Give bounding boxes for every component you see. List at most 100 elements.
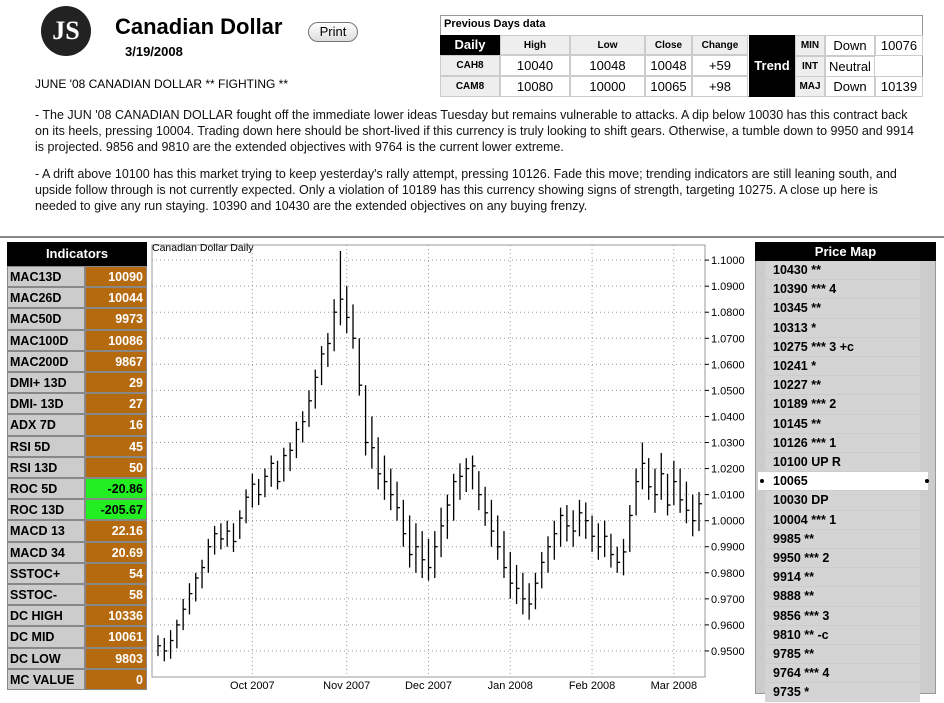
trend-cell: 10076 — [875, 35, 923, 56]
y-tick-label: 0.9900 — [711, 542, 745, 554]
table-header: Low — [570, 35, 645, 55]
indicator-value: 10090 — [85, 266, 147, 288]
y-tick-label: 1.0000 — [711, 516, 745, 528]
y-tick-label: 1.0800 — [711, 307, 745, 319]
trend-cell: INT — [795, 55, 825, 77]
print-button[interactable]: Print — [308, 22, 358, 42]
indicator-label: MAC50D — [7, 308, 85, 330]
price-map-row: 9914 ** — [765, 568, 920, 587]
indicator-value: 9973 — [85, 308, 147, 330]
indicator-label: RSI 5D — [7, 435, 85, 457]
y-tick-label: 1.0600 — [711, 359, 745, 371]
x-tick-label: Nov 2007 — [323, 680, 370, 692]
indicator-label: DMI- 13D — [7, 393, 85, 415]
indicator-label: MC VALUE — [7, 668, 85, 690]
indicator-label: MAC26D — [7, 287, 85, 309]
indicator-label: DC MID — [7, 626, 85, 648]
price-map-row: 10145 ** — [765, 414, 920, 433]
price-map-row: 10065 — [758, 472, 928, 491]
indicator-value: 9803 — [85, 647, 147, 669]
trend-cell: Neutral — [825, 55, 875, 77]
table-cell: 10048 — [645, 55, 692, 76]
x-tick-label: Jan 2008 — [488, 680, 533, 692]
trend-cell: Down — [825, 35, 875, 56]
table-cell: 10065 — [645, 76, 692, 97]
price-map-row: 10275 *** 3 +c — [765, 337, 920, 356]
indicator-value: 10086 — [85, 329, 147, 351]
y-tick-label: 1.0500 — [711, 385, 745, 397]
table-cell: CAM8 — [440, 76, 500, 97]
table-header: Close — [645, 35, 692, 55]
indicator-value: 27 — [85, 393, 147, 415]
indicator-label: MACD 34 — [7, 541, 85, 563]
indicator-value: 9867 — [85, 350, 147, 372]
chart-title: Canadian Dollar Daily — [152, 242, 254, 254]
divider — [0, 236, 944, 238]
price-map-title: Price Map — [755, 242, 936, 261]
x-tick-label: Oct 2007 — [230, 680, 275, 692]
indicator-label: DC LOW — [7, 647, 85, 669]
indicator-value: 58 — [85, 584, 147, 606]
table-cell: 10080 — [500, 76, 570, 97]
paragraph: - The JUN '08 CANADIAN DOLLAR fought off… — [35, 108, 914, 154]
date: 3/19/2008 — [125, 44, 183, 59]
trend-cell: Down — [825, 76, 875, 98]
price-map-row: 9785 ** — [765, 645, 920, 664]
indicator-value: 10336 — [85, 605, 147, 627]
indicator-value: 22.16 — [85, 520, 147, 542]
price-map-row: 9950 *** 2 — [765, 549, 920, 568]
indicator-value: 50 — [85, 456, 147, 478]
y-tick-label: 1.0200 — [711, 464, 745, 476]
trend-cell: 10139 — [875, 76, 923, 98]
y-tick-label: 0.9700 — [711, 594, 745, 606]
price-map-row: 10227 ** — [765, 376, 920, 395]
table-cell: 10000 — [570, 76, 645, 97]
indicator-label: ADX 7D — [7, 414, 85, 436]
indicator-label: SSTOC+ — [7, 562, 85, 584]
indicator-value: 29 — [85, 372, 147, 394]
table-cell: +98 — [692, 76, 748, 97]
x-tick-label: Feb 2008 — [569, 680, 615, 692]
indicator-label: DC HIGH — [7, 605, 85, 627]
y-tick-label: 1.0400 — [711, 411, 745, 423]
indicator-label: MAC200D — [7, 350, 85, 372]
indicator-label: ROC 13D — [7, 499, 85, 521]
headline: JUNE '08 CANADIAN DOLLAR ** FIGHTING ** — [35, 77, 289, 91]
price-map-row: 10126 *** 1 — [765, 433, 920, 452]
price-map-row: 9735 * — [765, 683, 920, 702]
price-map-row: 10241 * — [765, 357, 920, 376]
table-header: Daily — [440, 35, 500, 55]
x-tick-label: Mar 2008 — [651, 680, 697, 692]
indicator-value: 54 — [85, 562, 147, 584]
indicator-value: -205.67 — [85, 499, 147, 521]
y-tick-label: 0.9600 — [711, 620, 745, 632]
indicator-value: 10061 — [85, 626, 147, 648]
y-tick-label: 1.0300 — [711, 438, 745, 450]
indicator-value: 10044 — [85, 287, 147, 309]
table-cell: CAH8 — [440, 55, 500, 76]
table-cell: 10048 — [570, 55, 645, 76]
price-map-row: 9810 ** -c — [765, 625, 920, 644]
price-map-row: 10189 *** 2 — [765, 395, 920, 414]
table-header: High — [500, 35, 570, 55]
indicators-title: Indicators — [7, 242, 147, 266]
price-map-row: 10430 ** — [765, 261, 920, 280]
price-map-row: 10004 *** 1 — [765, 510, 920, 529]
y-tick-label: 1.0100 — [711, 490, 745, 502]
indicator-value: -20.86 — [85, 478, 147, 500]
indicator-label: MAC13D — [7, 266, 85, 288]
price-map-row: 10100 UP R — [765, 453, 920, 472]
paragraph: - A drift above 10100 has this market tr… — [35, 167, 897, 213]
price-map-row: 9888 ** — [765, 587, 920, 606]
price-map-row: 10313 * — [765, 318, 920, 337]
y-tick-label: 1.0700 — [711, 333, 745, 345]
trend-cell: MIN — [795, 35, 825, 56]
title: Canadian Dollar — [115, 14, 283, 39]
price-map-row: 9764 *** 4 — [765, 664, 920, 683]
indicator-label: MAC100D — [7, 329, 85, 351]
price-map-row: 9985 ** — [765, 529, 920, 548]
trend-cell: MAJ — [795, 76, 825, 98]
price-map-row: 10030 DP — [765, 491, 920, 510]
table-header: Change — [692, 35, 748, 55]
indicator-label: DMI+ 13D — [7, 372, 85, 394]
